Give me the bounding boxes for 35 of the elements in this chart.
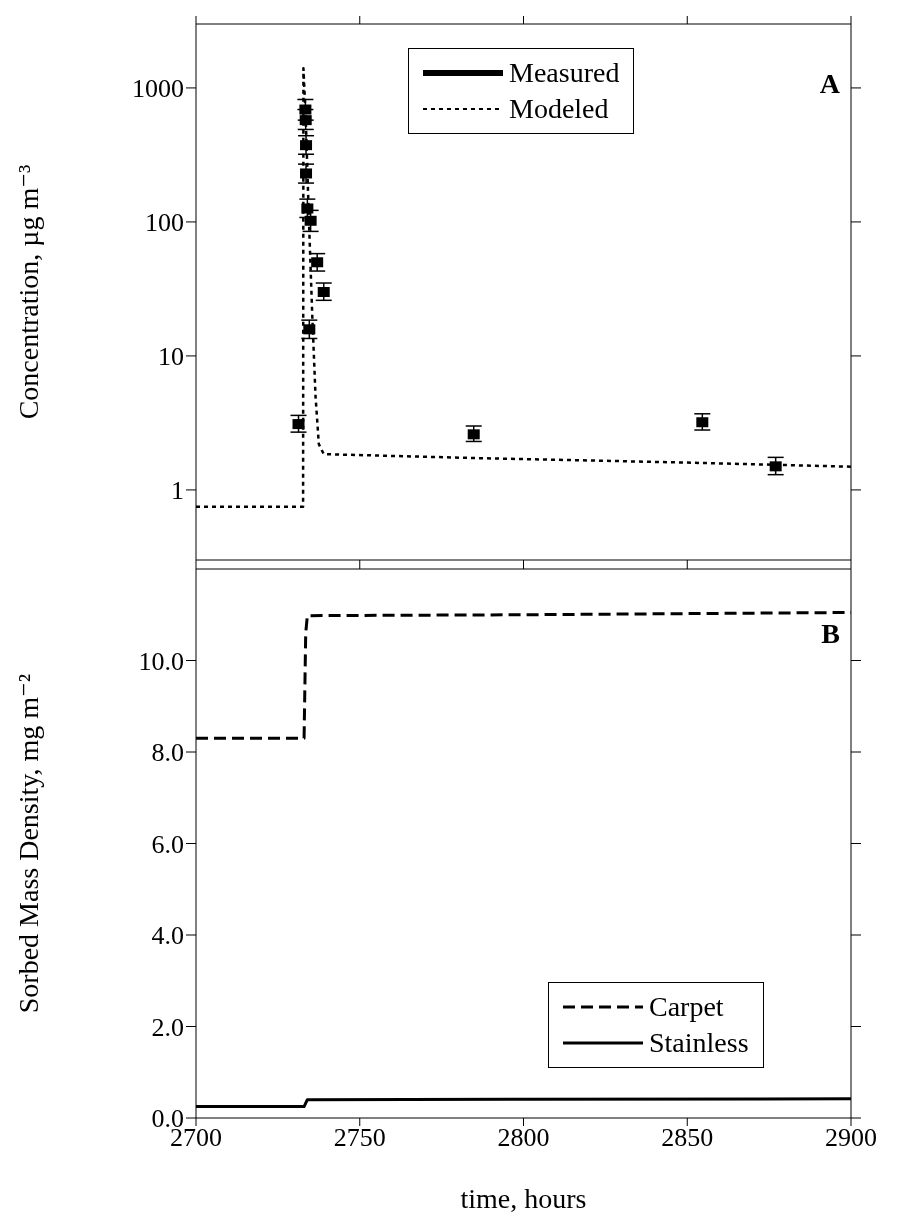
legend-label: Stainless bbox=[649, 1026, 749, 1060]
point bbox=[299, 104, 312, 115]
point bbox=[299, 115, 312, 126]
legend-label: Measured bbox=[509, 56, 620, 90]
x-axis-title: time, hours bbox=[460, 1183, 587, 1214]
y-tick-label: 10.0 bbox=[138, 646, 184, 676]
x-tick-label: 2900 bbox=[825, 1123, 877, 1153]
annotation: B bbox=[821, 618, 840, 650]
x-tick-label: 2750 bbox=[333, 1123, 386, 1153]
y-tick-label: 10 bbox=[158, 342, 184, 372]
point bbox=[303, 324, 316, 335]
y-tick-label: 8.0 bbox=[151, 738, 184, 768]
x-tick-label: 2800 bbox=[497, 1123, 550, 1153]
point bbox=[769, 461, 782, 472]
y-axis-title: Sorbed Mass Density, mg m⁻² bbox=[12, 673, 44, 1014]
annotation: A bbox=[819, 68, 840, 100]
point bbox=[467, 429, 480, 440]
point bbox=[696, 417, 709, 428]
legend-label: Carpet bbox=[649, 990, 724, 1024]
point bbox=[300, 168, 313, 179]
y-tick-label: 1000 bbox=[132, 74, 184, 104]
point bbox=[311, 257, 324, 268]
point bbox=[317, 287, 330, 297]
y-tick-label: 4.0 bbox=[151, 921, 184, 951]
x-tick-label: 2850 bbox=[661, 1123, 714, 1153]
point bbox=[301, 203, 314, 214]
y-tick-label: 1 bbox=[171, 476, 184, 506]
point bbox=[292, 419, 305, 430]
legend-label: Modeled bbox=[509, 92, 609, 126]
y-axis-title: Concentration, µg m⁻³ bbox=[12, 164, 44, 420]
point bbox=[304, 215, 317, 226]
y-tick-label: 100 bbox=[145, 208, 184, 238]
point bbox=[300, 140, 313, 151]
y-tick-label: 6.0 bbox=[151, 829, 184, 859]
y-tick-label: 2.0 bbox=[151, 1012, 184, 1042]
